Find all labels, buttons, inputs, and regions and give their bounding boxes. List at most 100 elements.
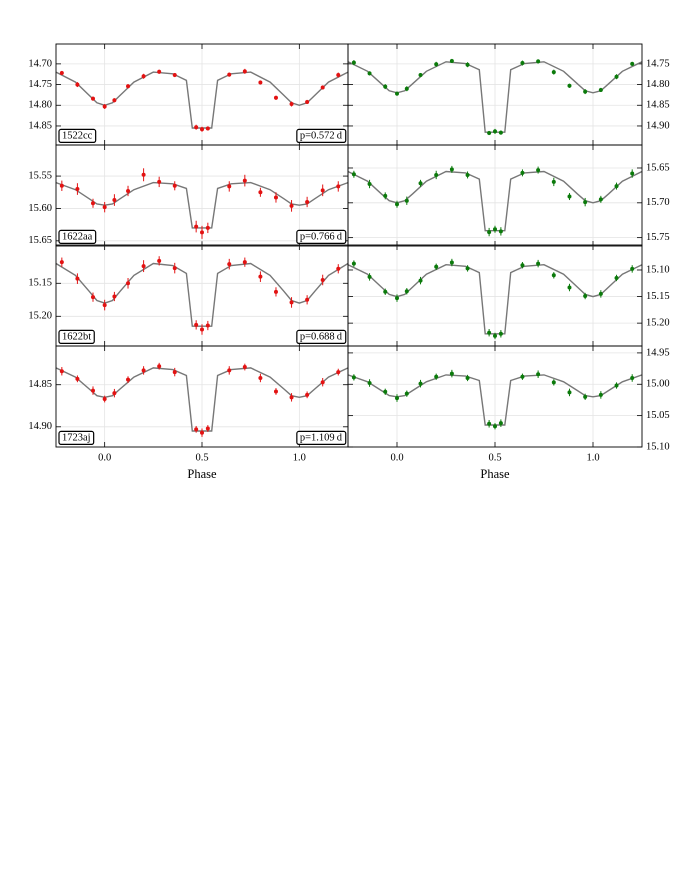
data-point: [493, 333, 497, 338]
y-tick-label: 14.75: [646, 58, 670, 69]
data-point: [498, 130, 503, 135]
data-point: [305, 99, 310, 104]
data-point: [434, 172, 439, 177]
period-label: p=0.688 d: [300, 331, 343, 342]
data-point: [395, 396, 399, 401]
data-point: [449, 260, 454, 265]
data-point: [551, 380, 556, 385]
data-point: [126, 188, 131, 193]
data-point: [418, 181, 423, 186]
data-point: [567, 285, 572, 290]
data-point: [351, 261, 356, 266]
data-point: [367, 182, 372, 187]
data-point: [551, 179, 556, 184]
data-point: [583, 200, 588, 205]
data-point: [172, 266, 177, 271]
data-point: [200, 127, 204, 132]
panel: 15.10 15.15 15.20: [347, 244, 670, 347]
data-point: [418, 73, 423, 78]
data-point: [536, 168, 541, 173]
x-tick-label: 0.5: [195, 452, 208, 463]
data-point: [205, 225, 210, 230]
data-point: [383, 289, 388, 294]
label-box: [296, 329, 347, 345]
data-point: [598, 392, 603, 397]
data-point: [258, 274, 263, 279]
data-point: [141, 74, 146, 79]
data-point: [520, 374, 525, 379]
data-point: [320, 277, 325, 282]
y-tick-label: 14.90: [28, 421, 52, 432]
y-tick-label: 14.85: [28, 120, 52, 131]
data-point: [126, 84, 131, 89]
y-tick-label: 14.95: [646, 347, 670, 358]
data-point: [367, 274, 372, 279]
data-point: [112, 198, 117, 203]
data-point: [157, 179, 162, 184]
data-point: [418, 381, 423, 386]
panel-frame: [347, 345, 643, 448]
y-tick-label: 14.85: [646, 100, 670, 111]
data-point: [487, 230, 492, 235]
data-point: [404, 289, 409, 294]
data-point: [157, 69, 162, 74]
y-tick-label: 15.75: [646, 232, 670, 243]
data-point: [395, 91, 399, 96]
data-point: [102, 104, 107, 109]
data-point: [498, 331, 503, 336]
data-point: [614, 275, 619, 280]
data-point: [434, 62, 439, 67]
data-point: [289, 300, 294, 305]
data-point: [351, 60, 356, 65]
data-point: [351, 375, 356, 380]
data-point: [465, 172, 470, 177]
data-point: [630, 266, 635, 271]
data-point: [59, 183, 64, 188]
data-point: [75, 376, 80, 381]
data-point: [273, 389, 278, 394]
data-point: [200, 230, 204, 235]
data-point: [157, 364, 162, 369]
data-point: [172, 73, 177, 78]
x-tick-label: 1.0: [293, 452, 306, 463]
data-point: [520, 61, 525, 66]
y-tick-label: 14.70: [28, 58, 52, 69]
data-point: [194, 224, 199, 229]
period-label: p=0.766 d: [300, 231, 343, 242]
data-point: [205, 323, 210, 328]
data-point: [395, 296, 399, 301]
data-point: [289, 203, 294, 208]
x-tick-label: 1.0: [586, 452, 599, 463]
data-point: [258, 375, 263, 380]
panel: 15.65 15.70 15.75: [347, 144, 670, 247]
label-box: [58, 329, 95, 345]
label-box: [296, 229, 347, 245]
data-point: [90, 96, 95, 101]
data-point: [289, 102, 294, 107]
data-point: [194, 427, 199, 432]
x-tick-label: 0.5: [488, 452, 501, 463]
data-point: [336, 266, 341, 271]
data-point: [567, 83, 572, 88]
data-point: [102, 303, 107, 308]
data-point: [336, 184, 341, 189]
label-box: [296, 430, 347, 446]
y-tick-label: 14.85: [28, 379, 52, 390]
data-point: [273, 195, 278, 200]
data-point: [487, 130, 492, 135]
data-point: [227, 262, 232, 267]
data-point: [336, 370, 341, 375]
data-point: [227, 184, 232, 189]
data-point: [258, 190, 263, 195]
y-tick-label: 14.80: [28, 100, 52, 111]
x-axis-label: Phase: [187, 467, 217, 481]
data-point: [112, 391, 117, 396]
data-point: [242, 260, 247, 265]
data-point: [126, 281, 131, 286]
period-label: p=1.109 d: [300, 432, 343, 443]
y-tick-label: 15.65: [646, 162, 670, 173]
data-point: [242, 178, 247, 183]
star-label: 1723aj: [62, 432, 91, 443]
data-point: [227, 368, 232, 373]
data-point: [172, 370, 177, 375]
